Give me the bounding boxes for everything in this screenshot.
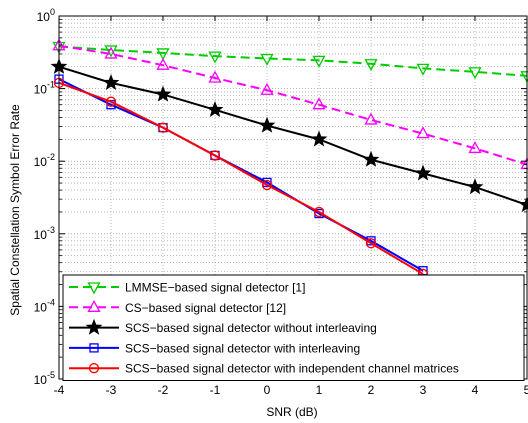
data-point — [260, 82, 274, 95]
data-point — [104, 46, 118, 59]
data-point — [102, 74, 120, 90]
data-point — [105, 96, 117, 107]
x-tick-label: -3 — [106, 383, 117, 397]
series-3 — [50, 57, 528, 213]
data-point — [312, 55, 326, 68]
data-point — [258, 116, 276, 133]
legend-box — [62, 274, 525, 381]
data-point — [362, 150, 380, 167]
data-point — [313, 206, 325, 218]
y-tick-label: 10-3 — [34, 225, 55, 242]
legend-marker — [88, 363, 100, 374]
y-tick-label: 10-2 — [34, 152, 55, 169]
legend-entry: LMMSE−based signal detector [1] — [69, 281, 305, 295]
y-axis-label: Spatial Constellation Symbol Error Rate — [8, 104, 22, 316]
y-tick-label: 10-4 — [34, 297, 55, 314]
y-tick-label: 10-5 — [34, 370, 55, 387]
legend-label: CS−based signal detector [12] — [125, 301, 286, 315]
y-tick-label: 100 — [37, 7, 55, 24]
data-point — [468, 67, 482, 80]
legend-label: SCS−based signal detector with interleav… — [125, 341, 360, 355]
x-tick-label: 0 — [264, 383, 271, 397]
data-point — [312, 97, 326, 110]
data-point — [364, 112, 378, 125]
data-point — [209, 150, 221, 161]
data-point — [154, 85, 172, 102]
data-point — [156, 48, 170, 61]
data-point — [310, 130, 328, 147]
legend-entry: SCS−based signal detector without interl… — [69, 318, 377, 335]
legend-marker — [89, 343, 99, 353]
series-line — [59, 45, 527, 77]
legend-marker — [87, 282, 101, 295]
data-point — [206, 101, 224, 117]
legend: LMMSE−based signal detector [1] CS−based … — [62, 274, 525, 381]
x-tick-label: 4 — [472, 383, 479, 397]
legend-label: LMMSE−based signal detector [1] — [125, 281, 305, 295]
data-point — [157, 122, 169, 133]
legend-entry: SCS−based signal detector with independe… — [69, 362, 459, 376]
series-layer — [50, 38, 528, 280]
series-line — [59, 81, 424, 275]
data-point — [414, 164, 432, 181]
legend-marker — [87, 299, 101, 312]
data-point — [261, 179, 273, 191]
data-point — [364, 59, 378, 72]
data-point — [416, 126, 430, 139]
legend-entry: CS−based signal detector [12] — [69, 299, 286, 315]
legend-label: SCS−based signal detector without interl… — [125, 321, 377, 335]
data-point — [466, 178, 484, 195]
legend-marker — [85, 318, 103, 335]
x-tick-label: -1 — [210, 383, 221, 397]
data-point — [156, 57, 170, 70]
x-tick-label: 5 — [524, 383, 528, 397]
x-tick-label: 1 — [316, 383, 323, 397]
legend-label: SCS−based signal detector with independe… — [125, 362, 459, 376]
x-tick-label: 3 — [420, 383, 427, 397]
data-point — [208, 70, 222, 83]
x-tick-label: 2 — [368, 383, 375, 397]
legend-entry: SCS−based signal detector with interleav… — [69, 341, 360, 355]
y-tick-label: 10-1 — [34, 80, 55, 97]
data-point — [104, 45, 118, 58]
data-point — [365, 238, 377, 249]
series-line — [59, 65, 527, 206]
data-point — [416, 63, 430, 76]
x-tick-label: -2 — [158, 383, 169, 397]
x-tick-label: -4 — [54, 383, 65, 397]
tick-labels: -4 -3 -2 -1 0 1 2 3 4 5 100 10-1 10-2 10-3 10-4 10-5 — [34, 7, 528, 397]
data-point — [468, 141, 482, 154]
data-point — [208, 51, 222, 64]
series-line — [59, 44, 527, 166]
series-line — [59, 78, 424, 272]
x-axis-label: SNR (dB) — [266, 405, 317, 419]
data-point — [260, 53, 274, 66]
